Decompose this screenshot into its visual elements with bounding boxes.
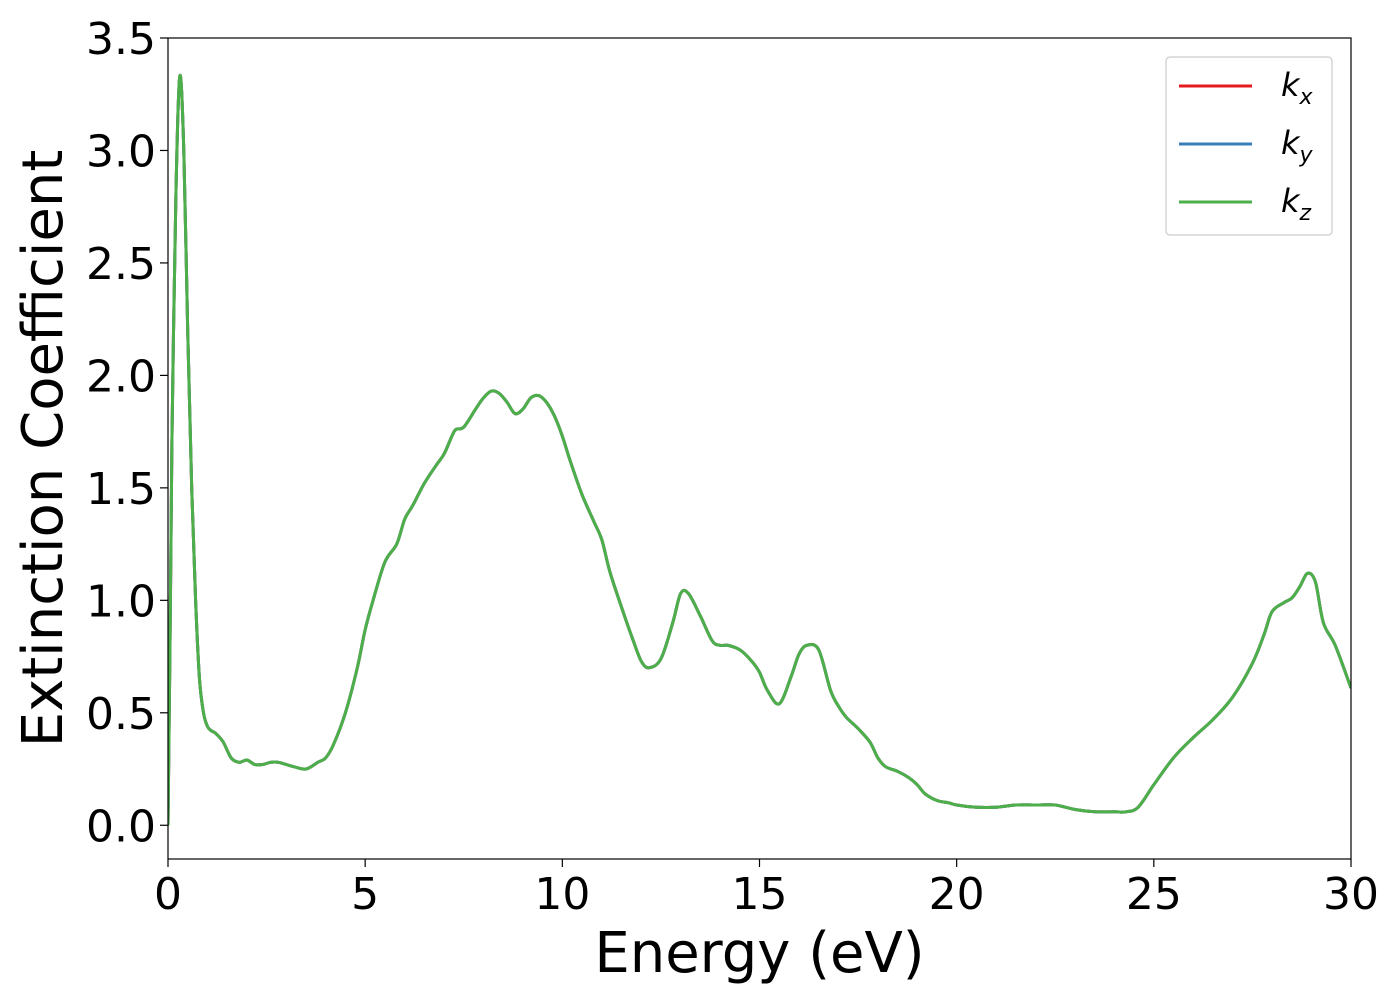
x-tick-label: 10: [534, 869, 590, 920]
legend-label-ky: ky: [1281, 124, 1314, 168]
y-tick-label: 1.0: [86, 576, 156, 627]
y-tick-label: 2.5: [86, 239, 156, 290]
y-axis: 0.0 0.5 1.0 1.5 2.0 2.5 3.0 3.5: [86, 14, 168, 852]
x-tick-label: 5: [351, 869, 379, 920]
y-tick-label: 0.0: [86, 801, 156, 852]
legend-label-kx: kx: [1281, 66, 1314, 110]
y-axis-title: Extinction Coefficient: [11, 150, 76, 748]
x-tick-label: 30: [1323, 869, 1379, 920]
legend: kx ky kz: [1165, 56, 1333, 236]
x-tick-label: 20: [929, 869, 985, 920]
y-tick-label: 3.0: [86, 126, 156, 177]
series-line-kz: [168, 73, 1351, 826]
x-tick-label: 15: [732, 869, 788, 920]
legend-label-kz: kz: [1281, 182, 1312, 226]
x-tick-label: 25: [1126, 869, 1182, 920]
legend-box: [1165, 56, 1333, 236]
x-axis: 0 5 10 15 20 25 30: [154, 859, 1379, 920]
y-tick-label: 2.0: [86, 351, 156, 402]
x-tick-label: 0: [154, 869, 182, 920]
y-tick-label: 1.5: [86, 464, 156, 515]
series-layer: [168, 73, 1351, 826]
y-tick-label: 0.5: [86, 689, 156, 740]
x-axis-title: Energy (eV): [594, 921, 924, 986]
y-tick-label: 3.5: [86, 14, 156, 65]
